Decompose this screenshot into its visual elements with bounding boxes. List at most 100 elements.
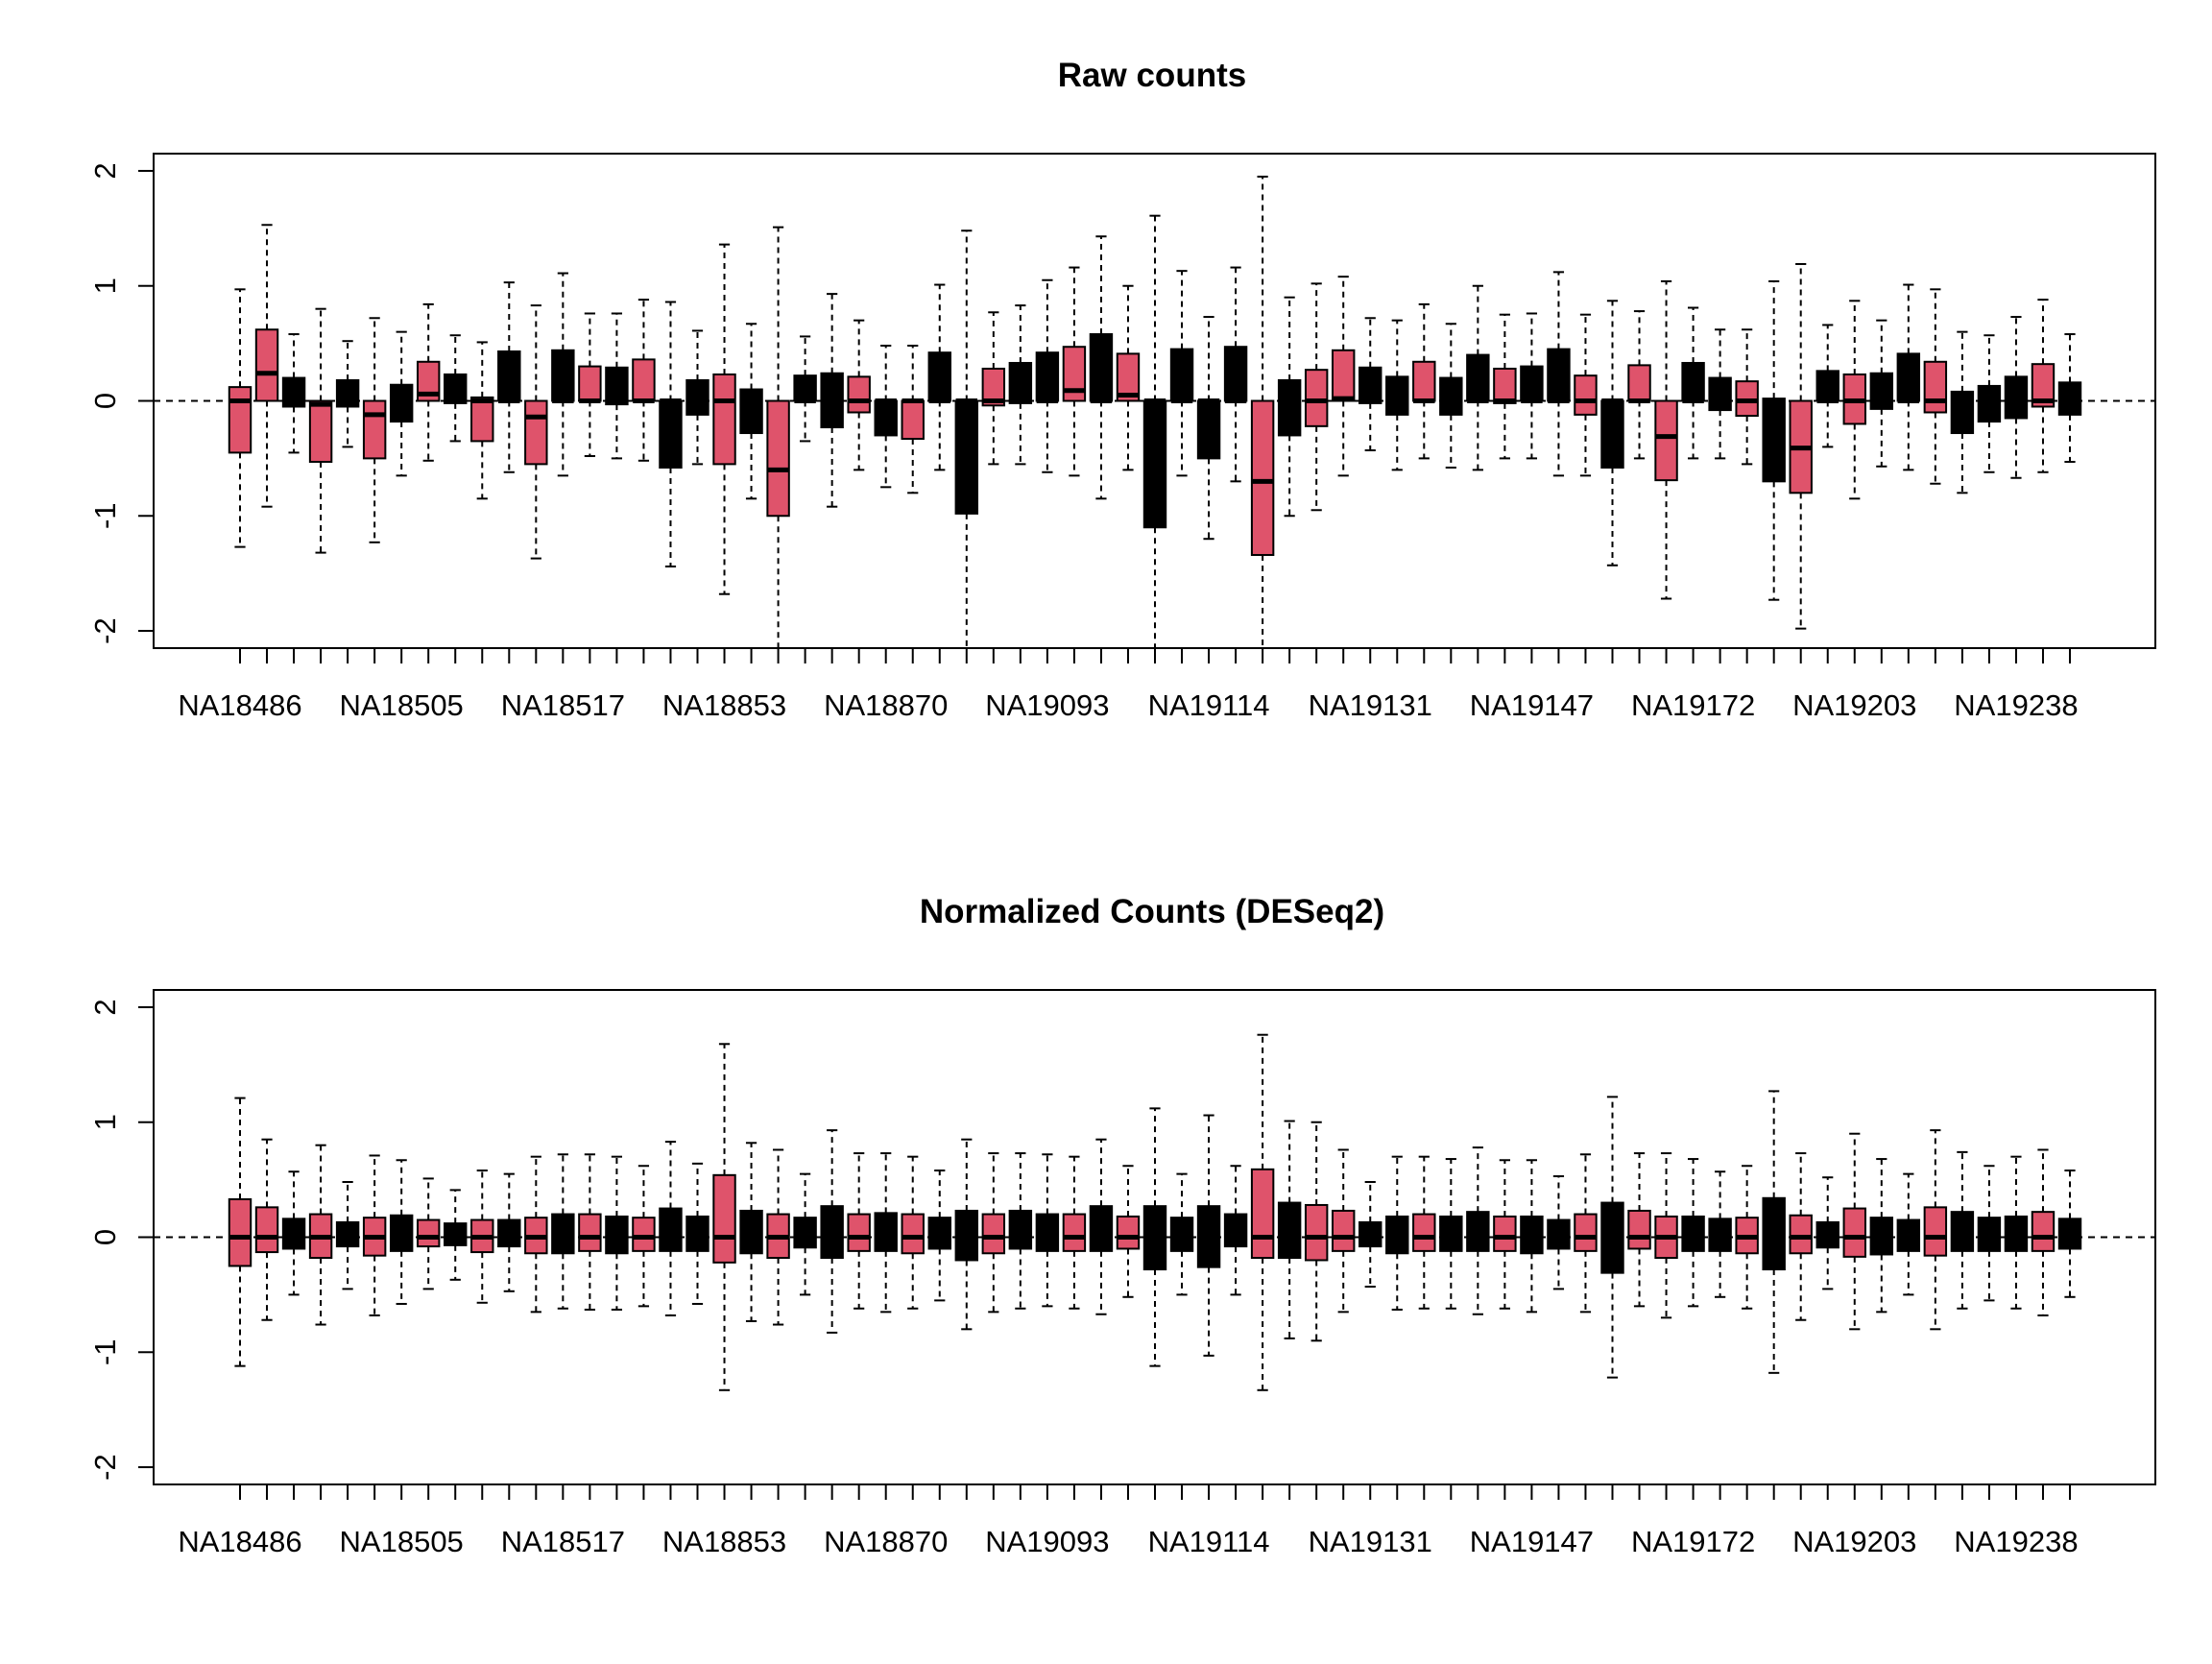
raw-box-10: [470, 341, 494, 500]
norm-box-8: [416, 1177, 441, 1290]
box-body: [874, 399, 898, 437]
raw-box-50: [1547, 271, 1571, 477]
norm-box-30: [1008, 1152, 1033, 1310]
box-body: [685, 1215, 709, 1252]
box-body: [685, 378, 709, 416]
norm-y-tick-label: -2: [88, 1454, 122, 1481]
raw-box-63: [1896, 283, 1921, 471]
norm-box-17: [659, 1141, 683, 1316]
raw-box-4: [308, 307, 333, 554]
box-body: [1466, 1211, 1490, 1252]
box-body: [847, 1213, 871, 1252]
raw-box-2: [254, 224, 279, 508]
norm-box-57: [1735, 1165, 1759, 1310]
box-body: [874, 1212, 898, 1252]
raw-box-48: [1493, 313, 1517, 460]
box-body: [470, 396, 494, 443]
box-body: [228, 386, 252, 454]
raw-box-64: [1923, 288, 1948, 485]
raw-box-8: [416, 302, 441, 462]
norm-box-46: [1439, 1158, 1463, 1310]
raw-box-13: [551, 272, 575, 477]
norm-x-tick-label: NA19238: [1954, 1525, 2078, 1558]
box-body: [551, 1213, 575, 1255]
box-body: [1223, 1213, 1248, 1248]
raw-box-24: [847, 319, 871, 471]
box-body: [281, 1218, 306, 1250]
box-body: [2057, 1218, 2082, 1250]
raw-box-62: [1869, 319, 1894, 468]
raw-box-60: [1815, 324, 1839, 448]
norm-box-58: [1762, 1090, 1786, 1374]
norm-x-tick-label: NA18870: [824, 1525, 948, 1558]
norm-x-tick-label: NA19172: [1631, 1525, 1755, 1558]
box-body: [1062, 1213, 1087, 1252]
box-body: [1358, 366, 1382, 404]
box-body: [1116, 1215, 1141, 1250]
box-body: [1250, 1168, 1275, 1260]
norm-box-67: [2004, 1155, 2029, 1310]
norm-box-43: [1358, 1181, 1382, 1288]
box-body: [1681, 1215, 1705, 1252]
norm-box-1: [228, 1097, 252, 1367]
raw-box-37: [1196, 316, 1221, 541]
raw-box-59: [1789, 262, 1813, 630]
raw-x-tick-label: NA19093: [985, 688, 1109, 722]
raw-counts-title: Raw counts: [1058, 57, 1246, 94]
norm-box-22: [793, 1172, 817, 1296]
box-body: [524, 399, 548, 466]
raw-box-3: [281, 333, 306, 454]
raw-y-tick-label: -1: [88, 502, 122, 529]
raw-x-tick-label: NA18517: [501, 688, 625, 722]
box-body: [1547, 1218, 1571, 1250]
raw-box-33: [1089, 235, 1114, 500]
norm-box-16: [632, 1165, 656, 1308]
raw-box-12: [524, 304, 548, 560]
norm-box-21: [766, 1148, 790, 1326]
box-body: [1169, 1217, 1194, 1252]
raw-box-40: [1277, 296, 1302, 518]
box-body: [416, 360, 441, 402]
box-body: [1089, 333, 1114, 402]
norm-box-49: [1520, 1159, 1544, 1314]
norm-box-40: [1277, 1120, 1302, 1339]
box-body: [981, 1213, 1006, 1255]
box-body: [712, 1173, 736, 1264]
norm-box-44: [1385, 1155, 1409, 1311]
norm-box-42: [1331, 1148, 1356, 1314]
box-body: [389, 1214, 414, 1252]
box-body: [1762, 1196, 1786, 1271]
box-body: [901, 399, 925, 441]
box-body: [308, 399, 333, 463]
box-body: [1196, 399, 1221, 460]
box-body: [901, 1213, 925, 1255]
box-body: [2031, 363, 2056, 408]
box-body: [1842, 1207, 1866, 1258]
raw-box-66: [1977, 334, 2002, 473]
box-body: [1681, 361, 1705, 402]
raw-box-17: [659, 301, 683, 567]
norm-box-53: [1627, 1152, 1651, 1308]
raw-x-tick-label: NA18486: [178, 688, 301, 722]
norm-box-56: [1708, 1170, 1732, 1298]
box-body: [793, 1217, 817, 1249]
norm-x-tick-label: NA18517: [501, 1525, 625, 1558]
box-body: [1896, 352, 1921, 402]
box-body: [551, 349, 575, 402]
norm-box-13: [551, 1153, 575, 1310]
box-body: [793, 374, 817, 402]
box-body: [739, 388, 763, 435]
box-body: [1439, 1215, 1463, 1252]
raw-box-34: [1116, 284, 1141, 471]
norm-box-38: [1223, 1165, 1248, 1296]
box-body: [362, 399, 387, 460]
box-body: [1008, 361, 1033, 404]
raw-box-15: [605, 312, 629, 460]
norm-box-37: [1196, 1114, 1221, 1357]
box-body: [1708, 376, 1732, 412]
raw-box-35: [1142, 214, 1167, 648]
raw-box-29: [981, 311, 1006, 466]
box-body: [1520, 365, 1544, 402]
box-body: [578, 365, 602, 402]
